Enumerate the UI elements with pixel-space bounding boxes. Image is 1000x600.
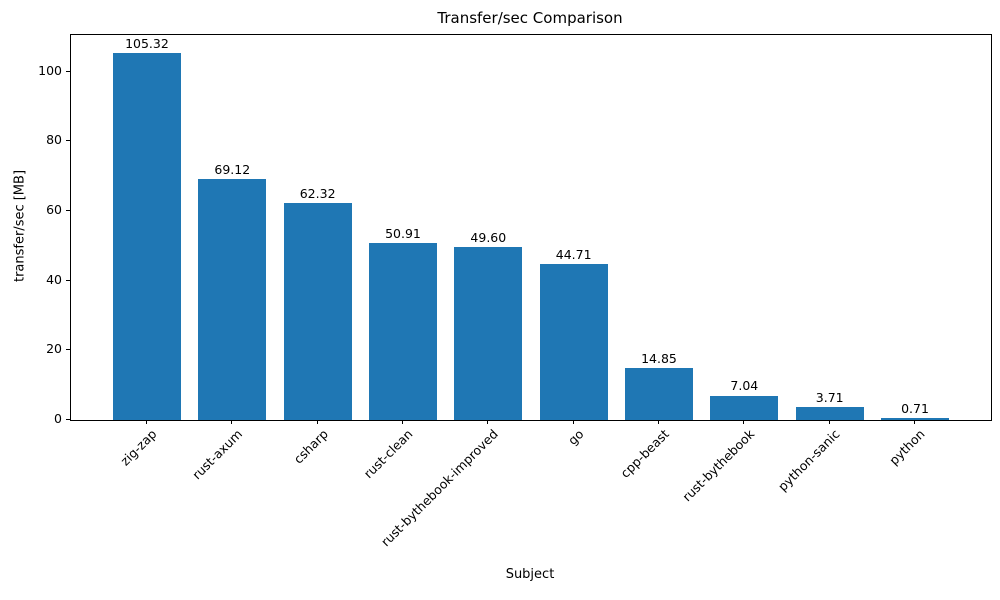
x-tick-mark [914,420,916,424]
x-tick-label: rust-axum [189,426,246,483]
y-tick-mark [66,419,70,420]
bar-value-label: 14.85 [641,351,677,367]
bar-value-label: 3.71 [815,390,844,406]
y-tick-label: 100 [38,62,62,78]
x-tick-mark [145,420,147,424]
x-tick-mark [231,420,233,424]
x-tick-mark [316,420,318,424]
y-tick-label: 20 [46,341,62,357]
bar-go [539,264,608,420]
x-axis-label: Subject [505,567,555,582]
bar-value-label: 7.04 [730,378,759,394]
bar-value-label: 49.60 [470,230,507,246]
bar-rust-bythebook [710,395,779,420]
y-tick-label: 80 [46,132,62,148]
bar-rust-axum [198,179,267,420]
x-tick-label: python [886,426,928,468]
x-tick-label: rust-bythebook [679,426,758,505]
x-tick-label: zig-zap [117,426,160,469]
x-tick-mark [658,420,659,424]
y-tick-label: 40 [46,271,62,287]
y-tick-mark [66,210,70,212]
x-tick-label: csharp [290,426,331,467]
x-tick-mark [487,420,489,424]
x-tick-label: rust-clean [361,426,416,482]
chart-title: Transfer/sec Comparison [437,9,623,27]
bar-cpp-beast [624,368,694,420]
x-tick-label: python-sanic [774,426,843,494]
plot-area: 105.32 69.12 62.32 50.91 49.60 44.71 14.85 7.04… [70,34,992,421]
y-tick-mark [66,349,70,351]
bar-rust-clean [368,242,438,420]
x-tick-mark [401,420,403,424]
y-tick-mark [66,140,70,142]
bar-csharp [283,203,352,420]
bar-python [880,417,950,420]
y-tick-mark [66,70,70,72]
bar-value-label: 44.71 [555,247,592,263]
x-tick-mark [572,420,574,424]
x-tick-label: go [564,426,587,448]
bar-value-label: 62.32 [299,186,336,202]
bar-value-label: 50.91 [385,225,421,241]
bar-value-label: 105.32 [125,36,169,52]
y-tick-label: 0 [54,411,62,426]
y-axis-label: transfer/sec [MB] [12,169,28,283]
x-tick-label: cpp-beast [617,426,672,481]
bar-python-sanic [795,407,864,420]
x-tick-mark [743,420,745,424]
bar-value-label: 0.71 [901,400,929,416]
y-tick-mark [66,279,70,281]
bar-rust-bythebook-improved [454,247,523,420]
x-tick-mark [828,420,830,424]
bar-zig-zap [112,53,182,420]
y-tick-label: 60 [46,202,62,218]
bar-value-label: 69.12 [214,162,251,178]
